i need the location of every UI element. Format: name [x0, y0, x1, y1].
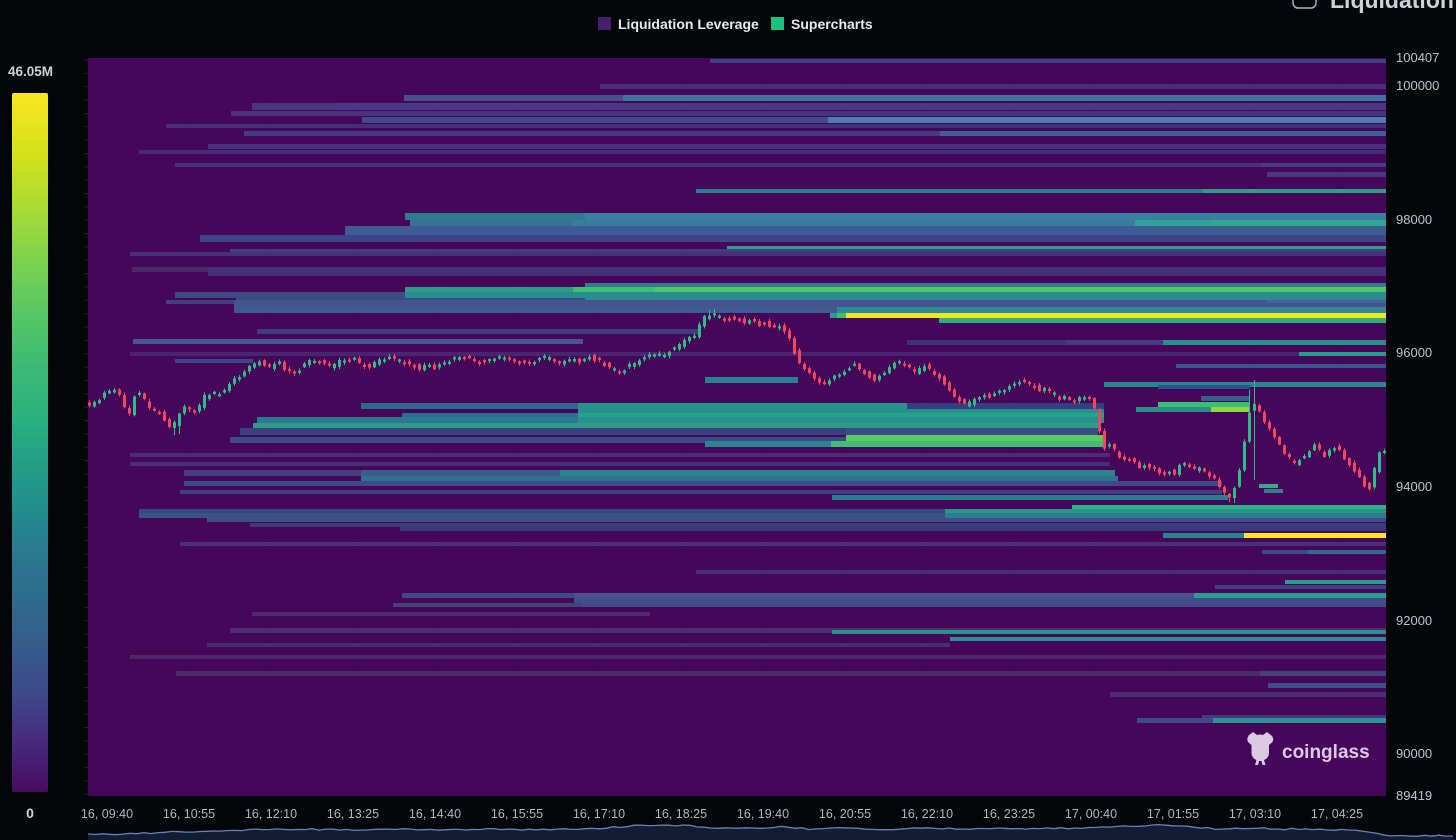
svg-text:16, 23:25: 16, 23:25 — [983, 807, 1035, 821]
svg-text:16, 10:55: 16, 10:55 — [163, 807, 215, 821]
svg-text:16, 12:10: 16, 12:10 — [245, 807, 297, 821]
svg-text:46.05M: 46.05M — [8, 64, 53, 79]
svg-text:100407: 100407 — [1396, 50, 1439, 65]
svg-text:17, 04:25: 17, 04:25 — [1311, 807, 1363, 821]
svg-text:16, 19:40: 16, 19:40 — [737, 807, 789, 821]
svg-text:16, 14:40: 16, 14:40 — [409, 807, 461, 821]
svg-text:16, 20:55: 16, 20:55 — [819, 807, 871, 821]
svg-text:100000: 100000 — [1396, 78, 1439, 93]
svg-text:96000: 96000 — [1396, 345, 1432, 360]
svg-text:98000: 98000 — [1396, 212, 1432, 227]
svg-text:16, 15:55: 16, 15:55 — [491, 807, 543, 821]
svg-text:17, 01:55: 17, 01:55 — [1147, 807, 1199, 821]
svg-text:Supercharts: Supercharts — [791, 16, 873, 32]
svg-text:17, 03:10: 17, 03:10 — [1229, 807, 1281, 821]
svg-text:16, 13:25: 16, 13:25 — [327, 807, 379, 821]
svg-text:Liquidation H: Liquidation H — [1330, 0, 1456, 13]
svg-text:Liquidation Leverage: Liquidation Leverage — [618, 16, 759, 32]
svg-text:94000: 94000 — [1396, 479, 1432, 494]
svg-text:16, 09:40: 16, 09:40 — [81, 807, 133, 821]
svg-text:coinglass: coinglass — [1282, 742, 1370, 763]
svg-text:0: 0 — [26, 805, 34, 821]
svg-text:16, 22:10: 16, 22:10 — [901, 807, 953, 821]
svg-text:17, 00:40: 17, 00:40 — [1065, 807, 1117, 821]
svg-text:90000: 90000 — [1396, 746, 1432, 761]
svg-text:16, 17:10: 16, 17:10 — [573, 807, 625, 821]
svg-text:92000: 92000 — [1396, 613, 1432, 628]
svg-text:16, 18:25: 16, 18:25 — [655, 807, 707, 821]
svg-text:89419: 89419 — [1396, 788, 1432, 803]
